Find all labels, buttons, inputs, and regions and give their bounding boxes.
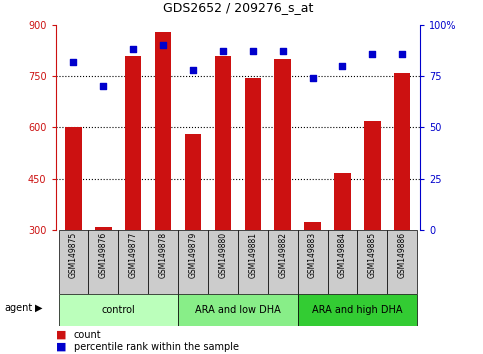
Bar — [387, 230, 417, 294]
Point — [279, 48, 286, 54]
Point — [70, 59, 77, 64]
Text: ARA and high DHA: ARA and high DHA — [312, 305, 403, 315]
Bar — [215, 56, 231, 230]
Bar — [268, 230, 298, 294]
Text: GSM149878: GSM149878 — [158, 232, 168, 278]
Text: GSM149877: GSM149877 — [129, 232, 138, 278]
Bar — [185, 134, 201, 230]
Text: ▶: ▶ — [35, 303, 43, 313]
Text: GDS2652 / 209276_s_at: GDS2652 / 209276_s_at — [163, 1, 313, 14]
Text: ■: ■ — [56, 330, 66, 339]
Bar — [58, 294, 178, 326]
Bar — [178, 294, 298, 326]
Text: GSM149883: GSM149883 — [308, 232, 317, 278]
Text: GSM149886: GSM149886 — [398, 232, 407, 278]
Bar — [95, 227, 112, 230]
Bar — [298, 230, 327, 294]
Bar — [178, 230, 208, 294]
Text: ARA and low DHA: ARA and low DHA — [195, 305, 281, 315]
Bar — [208, 230, 238, 294]
Text: ■: ■ — [56, 342, 66, 352]
Bar — [238, 230, 268, 294]
Bar — [125, 56, 142, 230]
Bar — [334, 173, 351, 230]
Point — [159, 42, 167, 48]
Text: GSM149879: GSM149879 — [188, 232, 198, 278]
Point — [339, 63, 346, 69]
Bar — [244, 78, 261, 230]
Point — [369, 51, 376, 56]
Text: agent: agent — [5, 303, 33, 313]
Bar — [394, 73, 411, 230]
Point — [249, 48, 256, 54]
Bar — [88, 230, 118, 294]
Point — [309, 75, 316, 81]
Text: GSM149882: GSM149882 — [278, 232, 287, 278]
Bar — [304, 222, 321, 230]
Point — [219, 48, 227, 54]
Text: GSM149881: GSM149881 — [248, 232, 257, 278]
Bar — [155, 32, 171, 230]
Bar — [298, 294, 417, 326]
Bar — [148, 230, 178, 294]
Point — [189, 67, 197, 73]
Text: GSM149880: GSM149880 — [218, 232, 227, 278]
Text: GSM149885: GSM149885 — [368, 232, 377, 278]
Text: count: count — [74, 330, 101, 339]
Bar — [118, 230, 148, 294]
Point — [129, 47, 137, 52]
Bar — [364, 121, 381, 230]
Bar — [65, 127, 82, 230]
Text: percentile rank within the sample: percentile rank within the sample — [74, 342, 239, 352]
Text: GSM149875: GSM149875 — [69, 232, 78, 278]
Text: control: control — [101, 305, 135, 315]
Text: GSM149884: GSM149884 — [338, 232, 347, 278]
Point — [99, 84, 107, 89]
Bar — [327, 230, 357, 294]
Bar — [274, 59, 291, 230]
Point — [398, 51, 406, 56]
Text: GSM149876: GSM149876 — [99, 232, 108, 278]
Bar — [58, 230, 88, 294]
Bar — [357, 230, 387, 294]
